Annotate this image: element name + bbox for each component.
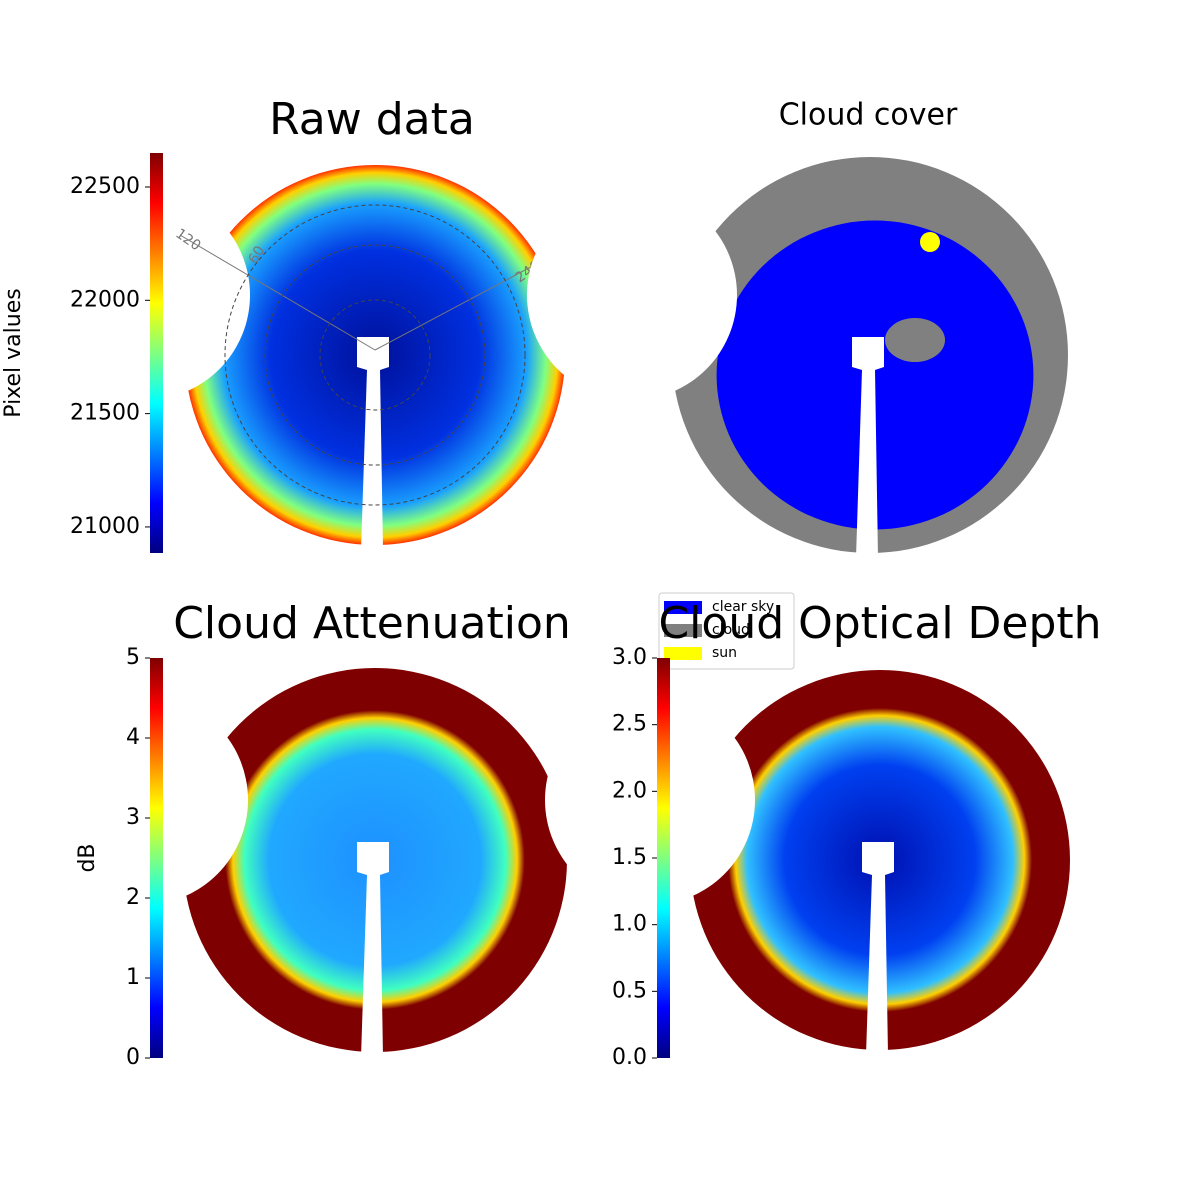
colorbar-tick-label: 3.0 — [612, 645, 647, 670]
colorbar-tick-label: 22500 — [70, 174, 140, 199]
panel-title: Cloud Optical Depth — [658, 598, 1101, 649]
colorbar-tick-label: 3 — [126, 805, 140, 830]
colorbar-tick-label: 0.0 — [612, 1045, 647, 1070]
legend-swatch — [664, 601, 702, 614]
sun-region — [920, 232, 940, 252]
colorbar-tick-label: 4 — [126, 725, 140, 750]
colorbar-tick-label: 5 — [126, 645, 140, 670]
legend-label: sun — [712, 645, 737, 661]
legend-swatch — [664, 624, 702, 637]
occluded-area — [527, 190, 737, 400]
polar-axis — [179, 234, 376, 351]
colorbar-tick-label: 1.0 — [612, 912, 647, 937]
colorbar-tick-label: 2.0 — [612, 778, 647, 803]
colorbar-tick-label: 1.5 — [612, 845, 647, 870]
camera-arm — [852, 337, 884, 558]
occluded-area — [38, 695, 248, 905]
colorbar-tick-label: 22000 — [70, 287, 140, 312]
occluded-area — [545, 695, 755, 905]
camera-arm — [862, 842, 894, 1055]
colorbar-tick-label: 2 — [126, 885, 140, 910]
colorbar-tick-label: 1 — [126, 965, 140, 990]
colorbar-label: dB — [75, 843, 100, 872]
polar-grid — [264, 244, 486, 466]
panel-title: Raw data — [269, 94, 475, 145]
panel-title: Cloud cover — [779, 98, 958, 133]
panel-title: Cloud Attenuation — [173, 598, 571, 649]
colorbar-tick-label: 0 — [126, 1045, 140, 1070]
cloud-region — [885, 318, 945, 362]
colorbar-tick-label: 2.5 — [612, 712, 647, 737]
colorbar-tick-label: 21000 — [70, 514, 140, 539]
colorbar — [657, 658, 670, 1058]
colorbar — [150, 153, 163, 553]
occluded-area — [40, 190, 250, 400]
polar-grid — [319, 299, 431, 411]
colorbar-tick-label: 0.5 — [612, 978, 647, 1003]
colorbar-label: Pixel values — [1, 288, 26, 417]
polar-grid — [224, 204, 526, 506]
colorbar — [150, 658, 163, 1058]
legend-label: cloud — [712, 622, 750, 638]
camera-arm — [357, 842, 389, 1057]
camera-arm — [357, 337, 389, 550]
colorbar-tick-label: 21500 — [70, 401, 140, 426]
legend-swatch — [664, 647, 702, 660]
polar-label: 60 — [246, 243, 269, 266]
legend-label: clear sky — [712, 599, 774, 615]
